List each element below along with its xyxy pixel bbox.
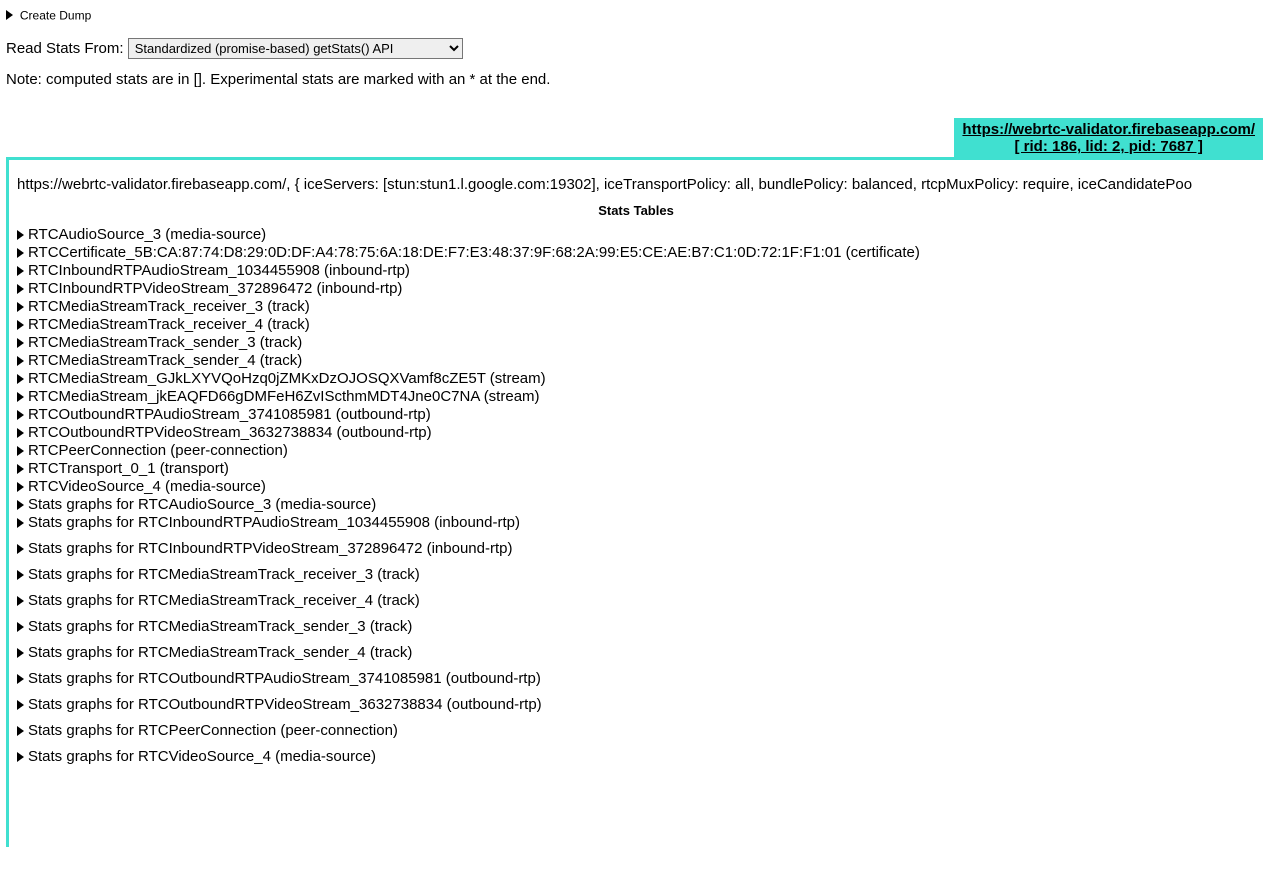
stat-item-label: Stats graphs for RTCOutboundRTPAudioStre…: [28, 670, 541, 687]
stat-item-label: RTCMediaStreamTrack_sender_4 (track): [28, 352, 302, 369]
stat-item-label: Stats graphs for RTCMediaStreamTrack_rec…: [28, 566, 420, 583]
stat-item[interactable]: RTCMediaStreamTrack_receiver_4 (track): [17, 316, 1255, 334]
disclosure-triangle-icon: [17, 266, 24, 276]
stat-item[interactable]: Stats graphs for RTCOutboundRTPVideoStre…: [17, 696, 1255, 714]
disclosure-triangle-icon: [17, 544, 24, 554]
read-stats-row: Read Stats From: Standardized (promise-b…: [6, 38, 1263, 59]
disclosure-triangle-icon: [17, 356, 24, 366]
stat-item-label: RTCMediaStream_jkEAQFD66gDMFeH6ZvIScthmM…: [28, 388, 540, 405]
stat-item[interactable]: Stats graphs for RTCMediaStreamTrack_rec…: [17, 566, 1255, 584]
disclosure-triangle-icon: [17, 410, 24, 420]
disclosure-triangle-icon: [17, 302, 24, 312]
stat-item[interactable]: RTCTransport_0_1 (transport): [17, 460, 1255, 478]
stat-item[interactable]: RTCCertificate_5B:CA:87:74:D8:29:0D:DF:A…: [17, 244, 1255, 262]
connection-info: https://webrtc-validator.firebaseapp.com…: [17, 176, 1255, 193]
disclosure-triangle-icon: [17, 500, 24, 510]
stats-tables-header: Stats Tables: [17, 203, 1255, 218]
tab-url: https://webrtc-validator.firebaseapp.com…: [962, 121, 1255, 138]
stat-item-label: RTCOutboundRTPVideoStream_3632738834 (ou…: [28, 424, 432, 441]
stat-item[interactable]: Stats graphs for RTCMediaStreamTrack_sen…: [17, 618, 1255, 636]
stat-item[interactable]: RTCOutboundRTPVideoStream_3632738834 (ou…: [17, 424, 1255, 442]
disclosure-triangle-icon: [17, 428, 24, 438]
main-panel: https://webrtc-validator.firebaseapp.com…: [6, 157, 1263, 847]
stat-item-label: RTCMediaStreamTrack_sender_3 (track): [28, 334, 302, 351]
stat-list: RTCAudioSource_3 (media-source)RTCCertif…: [17, 226, 1255, 514]
disclosure-triangle-icon: [17, 726, 24, 736]
stat-item[interactable]: Stats graphs for RTCMediaStreamTrack_sen…: [17, 644, 1255, 662]
stats-source-select[interactable]: Standardized (promise-based) getStats() …: [128, 38, 463, 59]
disclosure-triangle-icon: [17, 482, 24, 492]
disclosure-triangle-icon: [17, 338, 24, 348]
connection-tab[interactable]: https://webrtc-validator.firebaseapp.com…: [954, 118, 1263, 158]
stat-item[interactable]: RTCMediaStreamTrack_sender_4 (track): [17, 352, 1255, 370]
stat-item-label: Stats graphs for RTCMediaStreamTrack_sen…: [28, 644, 412, 661]
stat-item[interactable]: RTCVideoSource_4 (media-source): [17, 478, 1255, 496]
stat-item-label: RTCInboundRTPVideoStream_372896472 (inbo…: [28, 280, 402, 297]
stat-item-label: Stats graphs for RTCPeerConnection (peer…: [28, 722, 398, 739]
stat-item-label: Stats graphs for RTCInboundRTPAudioStrea…: [28, 514, 520, 531]
disclosure-triangle-icon: [17, 284, 24, 294]
disclosure-triangle-icon: [17, 648, 24, 658]
disclosure-triangle-icon: [17, 446, 24, 456]
disclosure-triangle-icon: [17, 374, 24, 384]
disclosure-triangle-icon: [17, 622, 24, 632]
stat-item-label: Stats graphs for RTCOutboundRTPVideoStre…: [28, 696, 542, 713]
disclosure-triangle-icon: [6, 10, 13, 20]
tab-bar: https://webrtc-validator.firebaseapp.com…: [6, 118, 1263, 158]
stat-item-label: RTCMediaStreamTrack_receiver_3 (track): [28, 298, 310, 315]
stat-item-label: RTCOutboundRTPAudioStream_3741085981 (ou…: [28, 406, 431, 423]
stat-item[interactable]: Stats graphs for RTCInboundRTPAudioStrea…: [17, 514, 1255, 532]
stat-item-label: RTCTransport_0_1 (transport): [28, 460, 229, 477]
stat-item-label: RTCMediaStream_GJkLXYVQoHzq0jZMKxDzOJOSQ…: [28, 370, 546, 387]
disclosure-triangle-icon: [17, 570, 24, 580]
stat-item[interactable]: RTCMediaStreamTrack_sender_3 (track): [17, 334, 1255, 352]
stat-item[interactable]: Stats graphs for RTCOutboundRTPAudioStre…: [17, 670, 1255, 688]
stat-item-label: Stats graphs for RTCVideoSource_4 (media…: [28, 748, 376, 765]
stat-item-label: RTCInboundRTPAudioStream_1034455908 (inb…: [28, 262, 410, 279]
stat-item[interactable]: RTCMediaStreamTrack_receiver_3 (track): [17, 298, 1255, 316]
stat-item-label: RTCPeerConnection (peer-connection): [28, 442, 288, 459]
stat-item-label: RTCMediaStreamTrack_receiver_4 (track): [28, 316, 310, 333]
stat-item[interactable]: RTCInboundRTPVideoStream_372896472 (inbo…: [17, 280, 1255, 298]
stat-item[interactable]: Stats graphs for RTCMediaStreamTrack_rec…: [17, 592, 1255, 610]
stat-item[interactable]: Stats graphs for RTCAudioSource_3 (media…: [17, 496, 1255, 514]
stat-item[interactable]: RTCOutboundRTPAudioStream_3741085981 (ou…: [17, 406, 1255, 424]
stat-item[interactable]: Stats graphs for RTCInboundRTPVideoStrea…: [17, 540, 1255, 558]
disclosure-triangle-icon: [17, 248, 24, 258]
stat-item-label: Stats graphs for RTCInboundRTPVideoStrea…: [28, 540, 512, 557]
disclosure-triangle-icon: [17, 674, 24, 684]
disclosure-triangle-icon: [17, 596, 24, 606]
stat-item[interactable]: RTCMediaStream_jkEAQFD66gDMFeH6ZvIScthmM…: [17, 388, 1255, 406]
stat-item[interactable]: RTCPeerConnection (peer-connection): [17, 442, 1255, 460]
disclosure-triangle-icon: [17, 518, 24, 528]
stat-item-label: RTCVideoSource_4 (media-source): [28, 478, 266, 495]
stat-item[interactable]: RTCAudioSource_3 (media-source): [17, 226, 1255, 244]
stat-item[interactable]: RTCInboundRTPAudioStream_1034455908 (inb…: [17, 262, 1255, 280]
stat-item[interactable]: RTCMediaStream_GJkLXYVQoHzq0jZMKxDzOJOSQ…: [17, 370, 1255, 388]
stat-item-label: Stats graphs for RTCAudioSource_3 (media…: [28, 496, 376, 513]
disclosure-triangle-icon: [17, 752, 24, 762]
disclosure-triangle-icon: [17, 320, 24, 330]
read-stats-label: Read Stats From:: [6, 40, 128, 57]
stat-item[interactable]: Stats graphs for RTCVideoSource_4 (media…: [17, 748, 1255, 766]
disclosure-triangle-icon: [17, 230, 24, 240]
disclosure-triangle-icon: [17, 392, 24, 402]
tab-ids: [ rid: 186, lid: 2, pid: 7687 ]: [962, 138, 1255, 155]
stat-item-label: RTCCertificate_5B:CA:87:74:D8:29:0D:DF:A…: [28, 244, 920, 261]
disclosure-triangle-icon: [17, 700, 24, 710]
stat-item-label: Stats graphs for RTCMediaStreamTrack_rec…: [28, 592, 420, 609]
note-text: Note: computed stats are in []. Experime…: [6, 71, 1263, 88]
stat-item[interactable]: Stats graphs for RTCPeerConnection (peer…: [17, 722, 1255, 740]
stat-item-label: RTCAudioSource_3 (media-source): [28, 226, 266, 243]
create-dump-toggle[interactable]: Create Dump: [6, 6, 1263, 22]
stat-item-label: Stats graphs for RTCMediaStreamTrack_sen…: [28, 618, 412, 635]
disclosure-triangle-icon: [17, 464, 24, 474]
stat-graph-list: Stats graphs for RTCInboundRTPAudioStrea…: [17, 514, 1255, 766]
create-dump-label: Create Dump: [20, 8, 91, 22]
